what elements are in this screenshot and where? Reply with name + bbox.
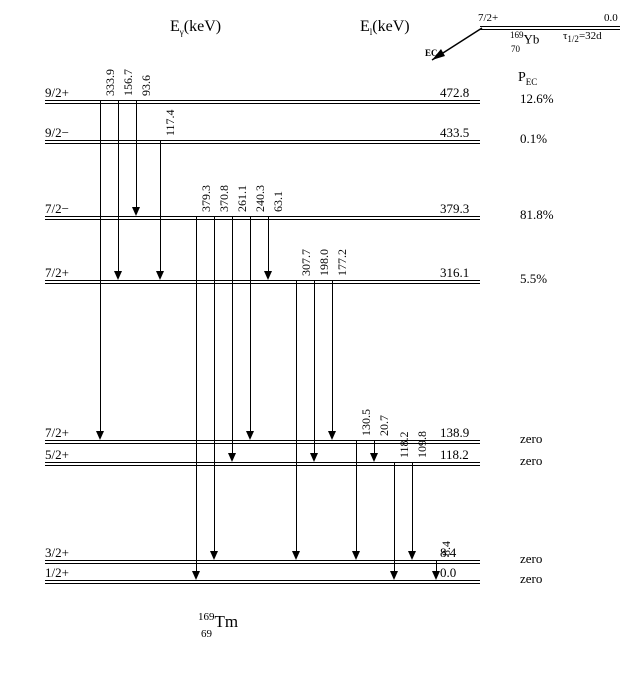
level-underline <box>45 283 480 284</box>
gamma-label: 130.5 <box>359 409 374 436</box>
level-pec: zero <box>520 453 542 469</box>
gamma-label: 307.7 <box>299 249 314 276</box>
ec-label: EC <box>425 48 438 58</box>
gamma-label: 20.7 <box>377 415 392 436</box>
parent-nuclide: 169Yb 70 <box>510 30 539 54</box>
level-line <box>45 100 480 101</box>
level-energy: 379.3 <box>440 201 469 217</box>
level-pec: zero <box>520 571 542 587</box>
arrowhead-icon <box>328 431 336 440</box>
level-pec: 81.8% <box>520 207 554 223</box>
level-line <box>45 560 480 561</box>
gamma-arrow <box>250 216 251 431</box>
level-spin: 9/2− <box>45 125 69 141</box>
gamma-arrow <box>332 280 333 431</box>
header-pec: PEC <box>518 70 537 87</box>
level-underline <box>45 219 480 220</box>
level-spin: 1/2+ <box>45 565 69 581</box>
level-line <box>45 216 480 217</box>
level-underline <box>45 583 480 584</box>
gamma-label: 118.2 <box>397 431 412 458</box>
gamma-label: 333.9 <box>103 69 118 96</box>
level-spin: 9/2+ <box>45 85 69 101</box>
gamma-label: 240.3 <box>253 185 268 212</box>
level-line <box>45 462 480 463</box>
gamma-label: 63.1 <box>271 191 286 212</box>
gamma-arrow <box>160 140 161 271</box>
level-energy: 0.0 <box>440 565 456 581</box>
level-underline <box>45 103 480 104</box>
arrowhead-icon <box>432 571 440 580</box>
header-egamma: Eγ(keV) <box>170 18 221 37</box>
arrowhead-icon <box>352 551 360 560</box>
gamma-label: 198.0 <box>317 249 332 276</box>
arrowhead-icon <box>132 207 140 216</box>
arrowhead-icon <box>370 453 378 462</box>
level-line <box>45 280 480 281</box>
arrowhead-icon <box>264 271 272 280</box>
parent-level-line <box>480 26 620 27</box>
gamma-arrow <box>412 462 413 551</box>
level-energy: 316.1 <box>440 265 469 281</box>
gamma-label: 8.4 <box>439 541 454 556</box>
gamma-arrow <box>314 280 315 453</box>
parent-energy: 0.0 <box>604 12 618 24</box>
gamma-arrow <box>232 216 233 453</box>
gamma-label: 117.4 <box>163 109 178 136</box>
arrowhead-icon <box>210 551 218 560</box>
arrowhead-icon <box>96 431 104 440</box>
level-spin: 7/2− <box>45 201 69 217</box>
gamma-arrow <box>136 100 137 207</box>
level-spin: 7/2+ <box>45 425 69 441</box>
level-pec: zero <box>520 551 542 567</box>
gamma-label: 370.8 <box>217 185 232 212</box>
level-pec: 0.1% <box>520 131 547 147</box>
arrowhead-icon <box>114 271 122 280</box>
arrowhead-icon <box>390 571 398 580</box>
gamma-arrow <box>196 216 197 571</box>
arrowhead-icon <box>408 551 416 560</box>
level-pec: zero <box>520 431 542 447</box>
gamma-label: 177.2 <box>335 249 350 276</box>
level-pec: 5.5% <box>520 271 547 287</box>
level-spin: 7/2+ <box>45 265 69 281</box>
arrowhead-icon <box>246 431 254 440</box>
gamma-arrow <box>436 560 437 571</box>
gamma-arrow <box>374 440 375 453</box>
gamma-label: 261.1 <box>235 185 250 212</box>
arrowhead-icon <box>310 453 318 462</box>
level-energy: 138.9 <box>440 425 469 441</box>
daughter-nuclide: 169Tm 69 <box>198 612 238 640</box>
gamma-arrow <box>214 216 215 551</box>
gamma-arrow <box>100 100 101 431</box>
arrowhead-icon <box>192 571 200 580</box>
parent-spin: 7/2+ <box>478 12 498 24</box>
level-underline <box>45 465 480 466</box>
gamma-label: 379.3 <box>199 185 214 212</box>
gamma-arrow <box>296 280 297 551</box>
level-line <box>45 580 480 581</box>
arrowhead-icon <box>156 271 164 280</box>
gamma-label: 93.6 <box>139 75 154 96</box>
level-energy: 433.5 <box>440 125 469 141</box>
level-line <box>45 140 480 141</box>
level-underline <box>45 143 480 144</box>
level-spin: 3/2+ <box>45 545 69 561</box>
arrowhead-icon <box>228 453 236 462</box>
parent-halflife: τ1/2=32d <box>563 30 602 44</box>
level-spin: 5/2+ <box>45 447 69 463</box>
header-elevel: El(keV) <box>360 18 410 37</box>
gamma-arrow <box>356 440 357 551</box>
gamma-label: 156.7 <box>121 69 136 96</box>
level-energy: 472.8 <box>440 85 469 101</box>
arrowhead-icon <box>292 551 300 560</box>
gamma-arrow <box>268 216 269 271</box>
level-pec: 12.6% <box>520 91 554 107</box>
gamma-arrow <box>118 100 119 271</box>
gamma-label: 109.8 <box>415 431 430 458</box>
level-energy: 118.2 <box>440 447 469 463</box>
gamma-arrow <box>394 462 395 571</box>
level-underline <box>45 563 480 564</box>
